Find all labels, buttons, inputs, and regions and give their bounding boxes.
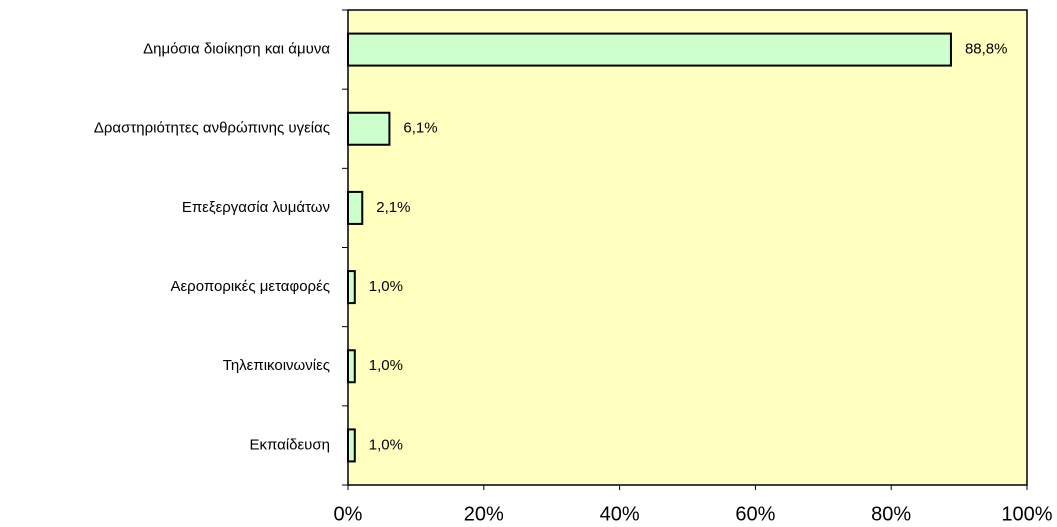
x-tick-label: 80% — [871, 503, 911, 525]
bar — [347, 190, 364, 225]
value-label: 6,1% — [403, 120, 437, 137]
category-label: Δραστηριότητες ανθρώπινης υγείας — [94, 120, 330, 137]
plot-area — [347, 9, 1028, 486]
bar — [347, 428, 356, 463]
value-label: 2,1% — [376, 199, 410, 216]
category-label: Δημόσια διοίκηση και άμυνα — [143, 41, 330, 58]
value-label: 88,8% — [965, 41, 1008, 58]
value-label: 1,0% — [369, 436, 403, 453]
category-label: Επεξεργασία λυμάτων — [182, 199, 330, 216]
x-tick-label: 40% — [600, 503, 640, 525]
x-tick-label: 20% — [464, 503, 504, 525]
value-label: 1,0% — [369, 357, 403, 374]
category-label: Αεροπορικές μεταφορές — [170, 278, 330, 295]
bar — [347, 270, 356, 305]
bar — [347, 32, 952, 67]
x-tick-label: 100% — [1001, 503, 1052, 525]
category-label: Εκπαίδευση — [250, 436, 331, 453]
category-label: Τηλεπικοινωνίες — [223, 357, 330, 374]
bar — [347, 111, 391, 146]
value-label: 1,0% — [369, 278, 403, 295]
x-tick-label: 0% — [334, 503, 363, 525]
bar — [347, 349, 356, 384]
x-tick-label: 60% — [735, 503, 775, 525]
